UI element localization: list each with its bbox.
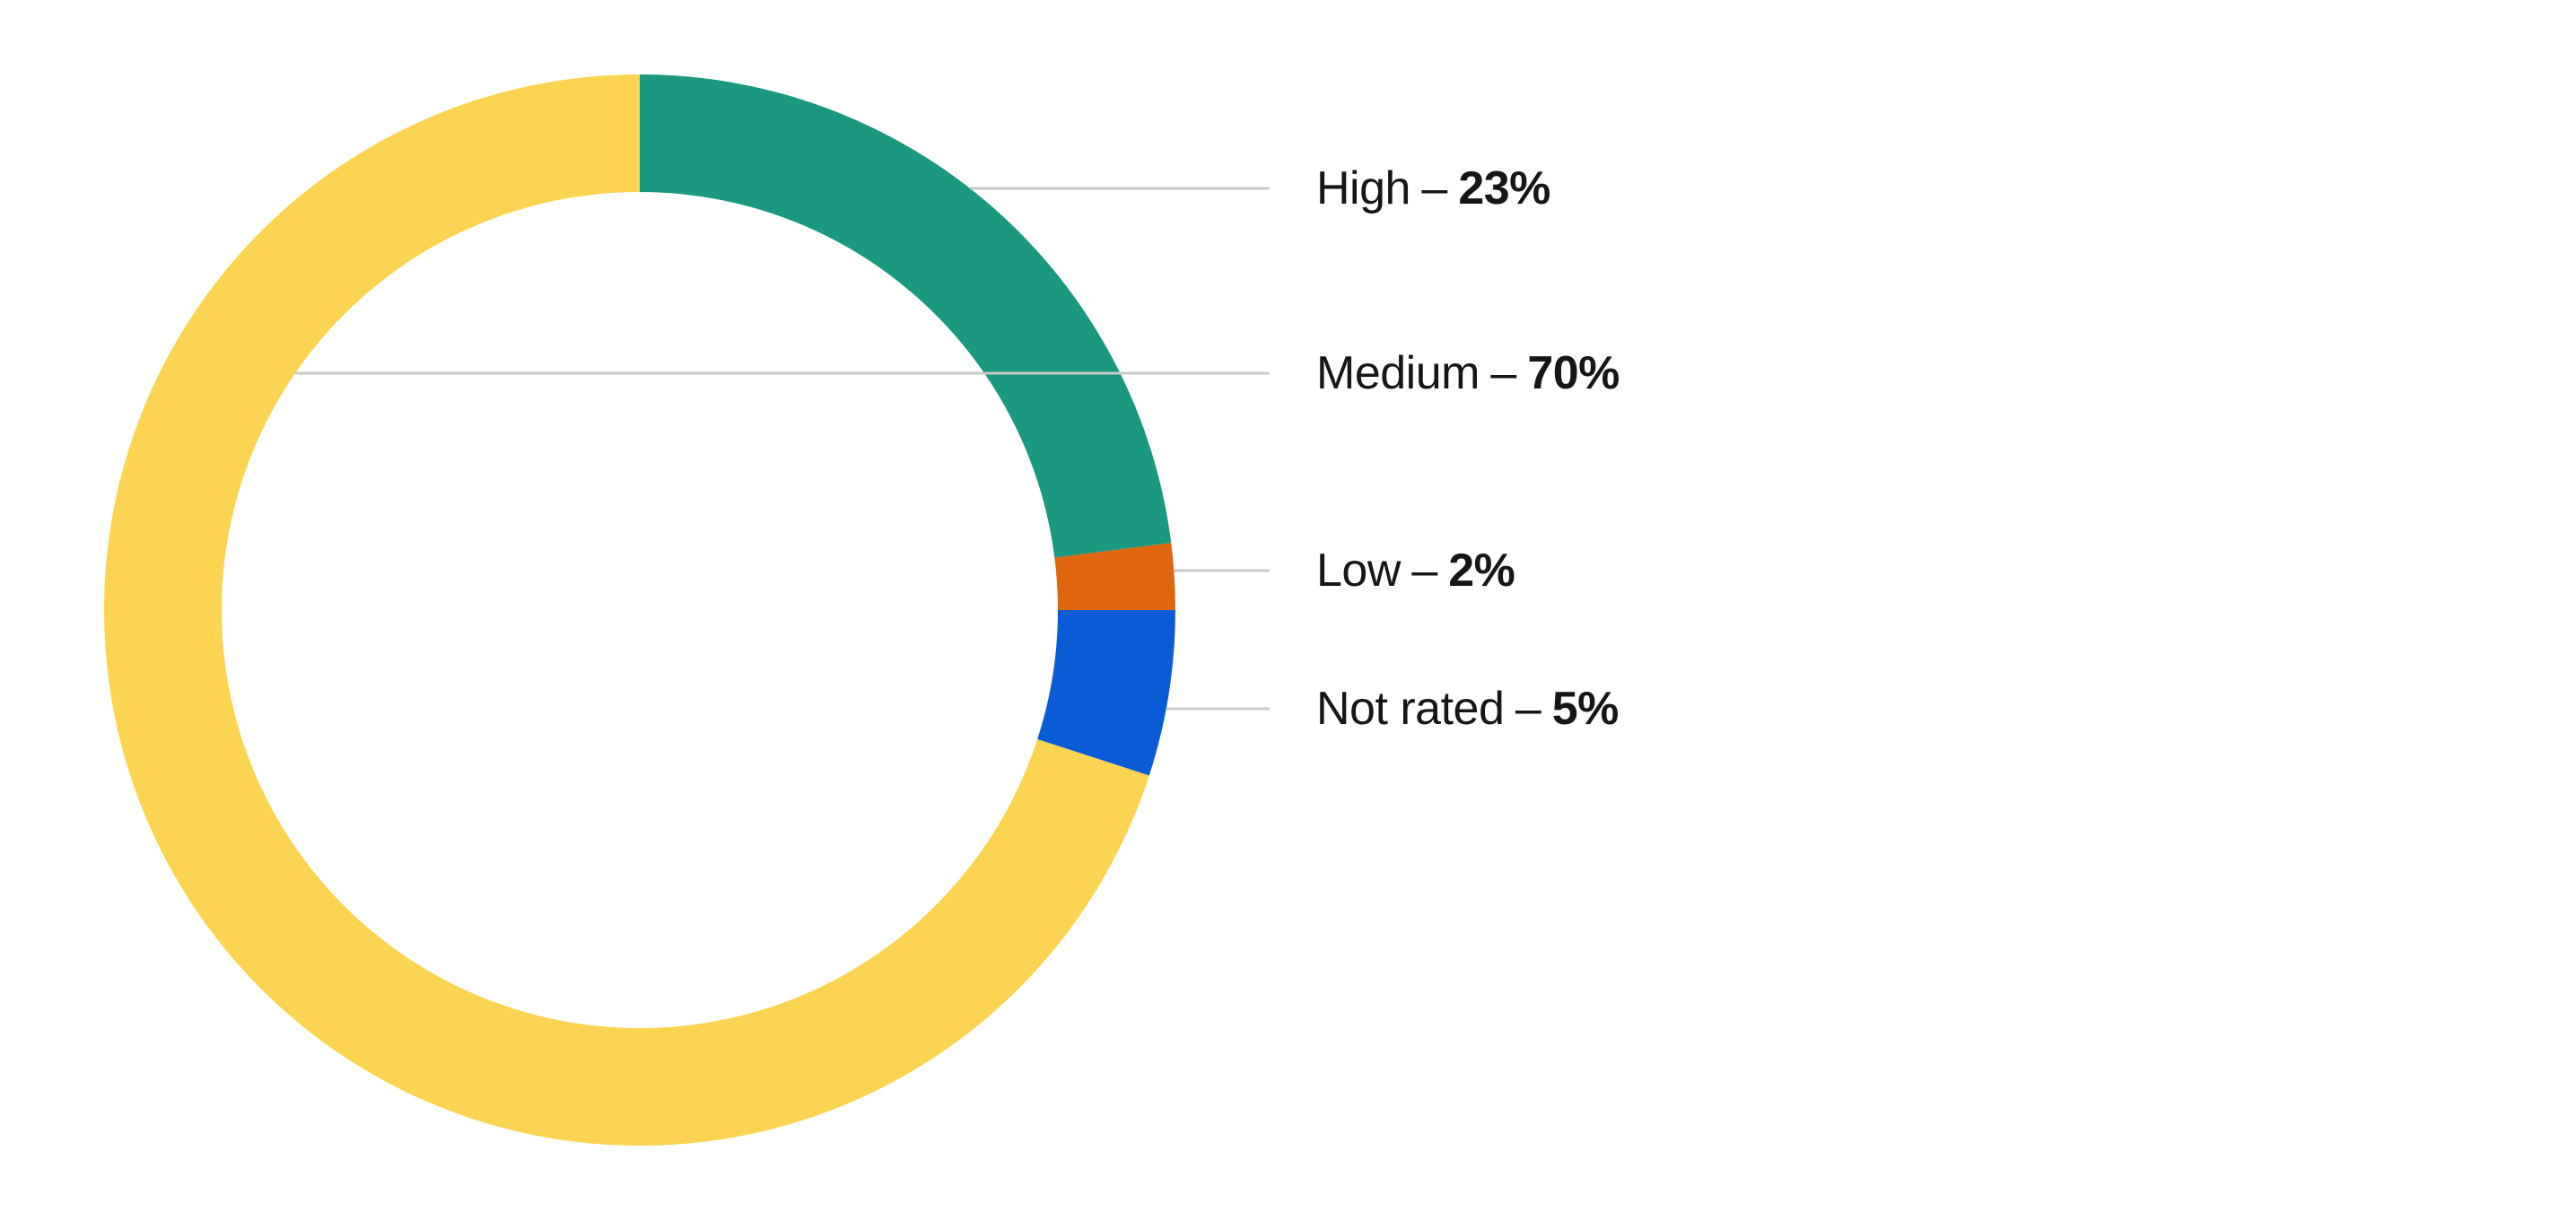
legend-value-text: 70% bbox=[1527, 347, 1620, 399]
donut-segments bbox=[104, 74, 1175, 1146]
legend-label-text: Medium bbox=[1316, 347, 1480, 399]
legend-label-medium: Medium –70% bbox=[1316, 345, 1620, 401]
donut-segment-low bbox=[1054, 543, 1175, 610]
legend-separator: – bbox=[1515, 683, 1541, 735]
legend-label-text: Low bbox=[1316, 545, 1401, 597]
legend-value-text: 2% bbox=[1448, 545, 1515, 597]
legend-label-high: High –23% bbox=[1316, 161, 1550, 216]
legend-separator: – bbox=[1490, 347, 1516, 399]
legend-value-text: 5% bbox=[1551, 683, 1620, 735]
legend-label-low: Low –2% bbox=[1316, 543, 1515, 598]
legend-label-text: Not rated bbox=[1316, 683, 1505, 735]
legend-value-text: 23% bbox=[1458, 162, 1550, 214]
legend-label-not-rated: Not rated –5% bbox=[1316, 681, 1619, 737]
legend-separator: – bbox=[1411, 545, 1437, 597]
donut-segment-not-rated bbox=[1037, 610, 1175, 776]
leader-lines bbox=[294, 187, 1270, 711]
legend-label-text: High bbox=[1316, 162, 1410, 214]
donut-segment-high bbox=[640, 74, 1172, 558]
legend-separator: – bbox=[1421, 162, 1447, 214]
